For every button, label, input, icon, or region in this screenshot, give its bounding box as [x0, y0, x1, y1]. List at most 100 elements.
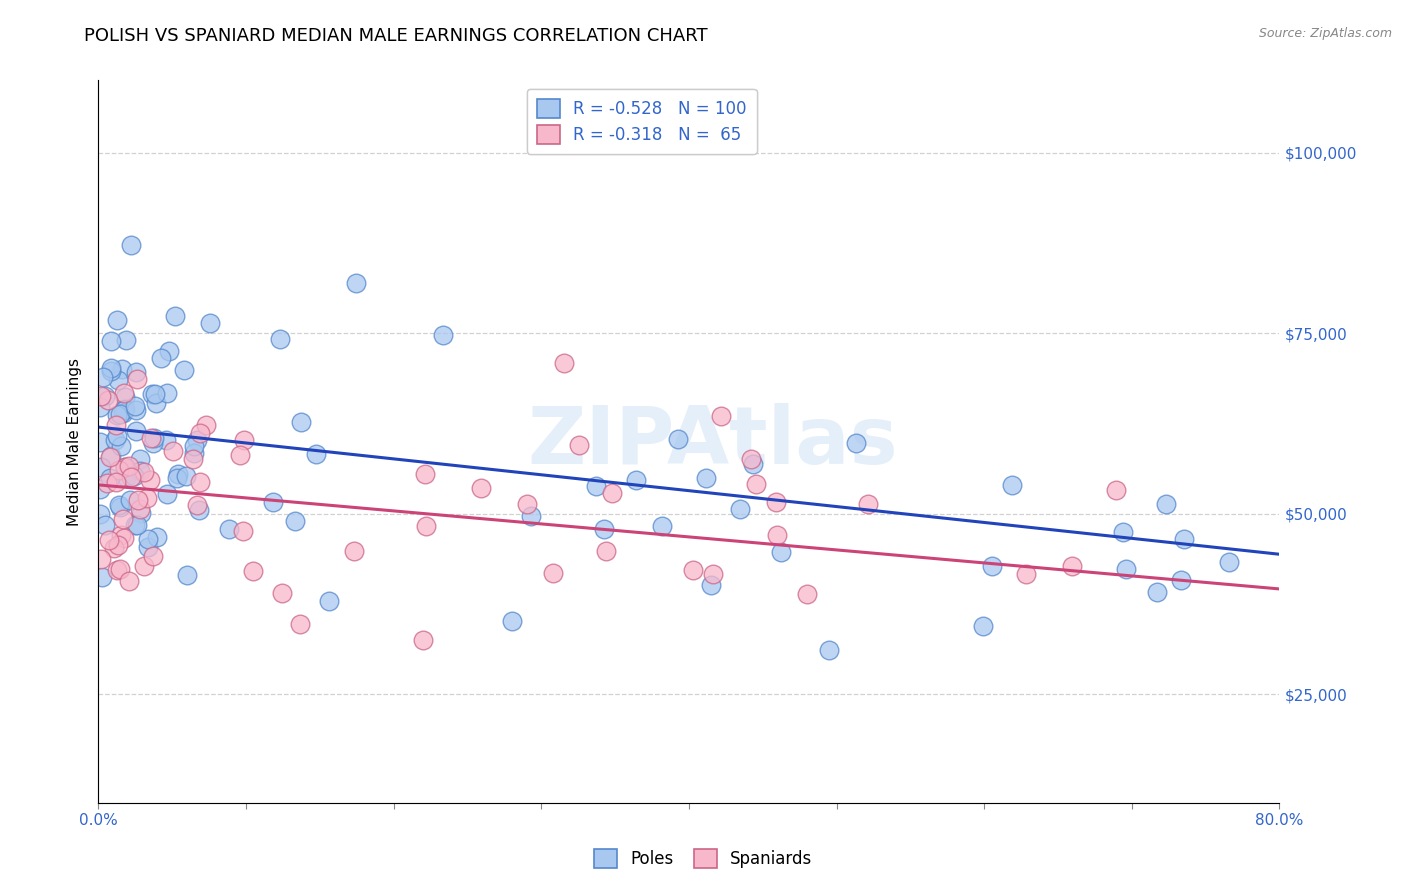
Point — [108, 500, 131, 515]
Point — [124, 517, 146, 532]
Point — [188, 426, 211, 441]
Point — [114, 460, 136, 475]
Point — [142, 549, 165, 564]
Point — [110, 528, 132, 542]
Point — [89, 400, 111, 414]
Point — [682, 563, 704, 577]
Point — [112, 531, 135, 545]
Point — [1154, 497, 1177, 511]
Point — [146, 530, 169, 544]
Point — [110, 439, 132, 453]
Point — [595, 544, 617, 558]
Point — [1000, 477, 1022, 491]
Point — [114, 391, 136, 405]
Point — [120, 492, 142, 507]
Point — [553, 356, 575, 370]
Point — [97, 392, 120, 407]
Point — [710, 409, 733, 424]
Point — [229, 448, 252, 462]
Point — [470, 481, 492, 495]
Point — [124, 365, 146, 379]
Point — [186, 498, 208, 512]
Point — [100, 449, 122, 463]
Point — [96, 476, 118, 491]
Point — [114, 401, 136, 416]
Point — [174, 469, 197, 483]
Point — [845, 436, 868, 450]
Point — [107, 373, 129, 387]
Point — [232, 433, 254, 447]
Point — [100, 334, 122, 348]
Point — [107, 538, 129, 552]
Point — [744, 477, 766, 491]
Point — [145, 395, 167, 409]
Point — [288, 617, 311, 632]
Point — [104, 433, 127, 447]
Point — [432, 328, 454, 343]
Point — [520, 508, 543, 523]
Point — [136, 491, 159, 505]
Point — [118, 458, 141, 473]
Text: Source: ZipAtlas.com: Source: ZipAtlas.com — [1258, 27, 1392, 40]
Point — [105, 417, 128, 432]
Point — [108, 562, 131, 576]
Point — [796, 587, 818, 601]
Point — [155, 433, 177, 447]
Point — [90, 459, 112, 474]
Point — [120, 470, 142, 484]
Point — [124, 424, 146, 438]
Point — [187, 502, 209, 516]
Point — [105, 428, 128, 442]
Point — [100, 360, 122, 375]
Point — [218, 522, 240, 536]
Point — [1218, 555, 1240, 569]
Point — [105, 408, 128, 422]
Point — [90, 551, 112, 566]
Point — [107, 498, 129, 512]
Point — [186, 433, 208, 447]
Point — [183, 439, 205, 453]
Point — [1062, 558, 1084, 573]
Point — [103, 541, 125, 555]
Point — [1112, 525, 1135, 540]
Point — [142, 431, 165, 445]
Point — [600, 486, 623, 500]
Text: ZIPAtlas: ZIPAtlas — [527, 402, 898, 481]
Point — [290, 415, 312, 429]
Legend: Poles, Spaniards: Poles, Spaniards — [586, 842, 820, 875]
Point — [176, 567, 198, 582]
Point — [115, 470, 138, 484]
Point — [699, 578, 721, 592]
Point — [110, 408, 132, 422]
Point — [166, 471, 188, 485]
Point — [115, 333, 138, 347]
Point — [740, 452, 762, 467]
Point — [91, 370, 114, 384]
Point — [501, 614, 523, 628]
Point — [318, 594, 340, 608]
Point — [100, 364, 122, 378]
Point — [112, 385, 135, 400]
Point — [232, 524, 254, 538]
Point — [111, 512, 134, 526]
Point — [1146, 585, 1168, 599]
Point — [112, 406, 135, 420]
Point — [270, 586, 292, 600]
Point — [105, 475, 128, 490]
Point — [124, 399, 146, 413]
Point — [167, 467, 190, 481]
Point — [97, 533, 120, 547]
Point — [972, 619, 994, 633]
Point — [741, 457, 763, 471]
Point — [284, 514, 307, 528]
Point — [129, 452, 152, 467]
Point — [668, 433, 690, 447]
Point — [157, 344, 180, 359]
Point — [651, 519, 673, 533]
Point — [105, 313, 128, 327]
Point — [129, 506, 152, 520]
Point — [1105, 483, 1128, 498]
Point — [769, 544, 792, 558]
Point — [141, 431, 163, 445]
Point — [568, 438, 591, 452]
